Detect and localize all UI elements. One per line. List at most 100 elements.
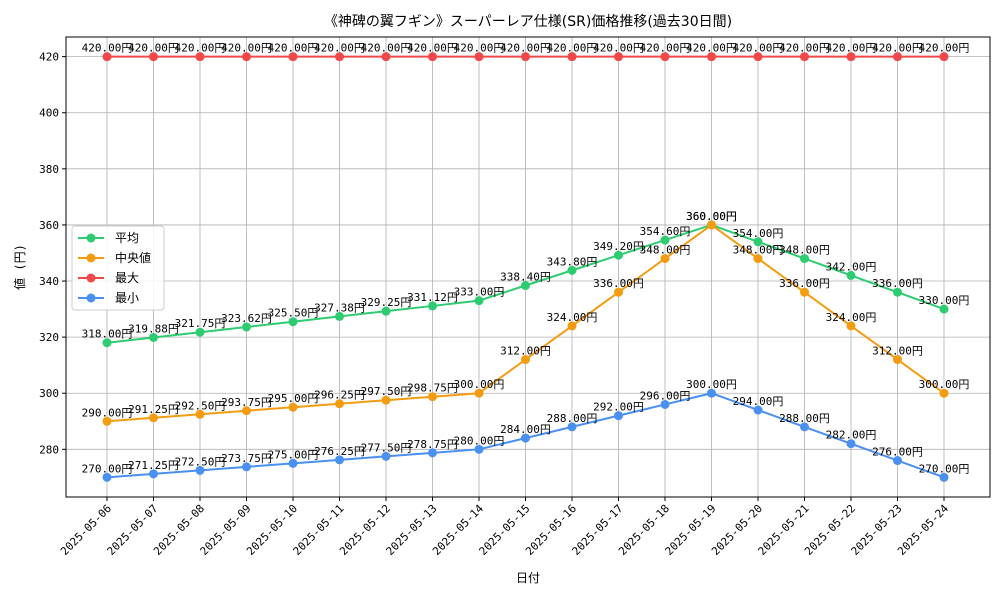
data-point (474, 52, 484, 62)
data-point (893, 456, 902, 466)
data-label: 323.62円 (221, 312, 272, 325)
data-label: 296.00円 (640, 389, 691, 402)
data-point (288, 317, 298, 327)
data-label: 298.75円 (407, 382, 458, 395)
data-label: 293.75円 (221, 396, 272, 409)
data-label: 333.00円 (454, 286, 505, 299)
data-point (288, 52, 298, 62)
data-point (567, 422, 577, 432)
legend-marker (86, 293, 96, 303)
data-point (428, 52, 437, 62)
data-label: 354.60円 (640, 225, 691, 238)
data-point (800, 52, 809, 62)
data-label: 420.00円 (872, 42, 923, 55)
data-label: 277.50円 (361, 441, 412, 454)
data-label: 420.00円 (547, 42, 598, 55)
data-label: 291.25円 (128, 403, 179, 416)
data-label: 420.00円 (82, 42, 133, 55)
data-label: 343.80円 (547, 255, 598, 268)
data-point (707, 52, 716, 62)
data-point (381, 306, 391, 316)
data-point (428, 392, 437, 402)
data-point (846, 52, 856, 62)
data-label: 312.00円 (500, 345, 551, 358)
data-point (753, 405, 763, 415)
data-label: 325.50円 (268, 307, 319, 320)
data-label: 420.00円 (314, 42, 365, 55)
data-point (614, 411, 623, 421)
data-point (753, 254, 763, 264)
data-label: 420.00円 (826, 42, 877, 55)
data-point (428, 301, 437, 311)
data-label: 420.00円 (128, 42, 179, 55)
data-point (893, 287, 902, 297)
y-tick-label: 380 (39, 163, 59, 176)
legend-marker (86, 233, 96, 243)
data-label: 420.00円 (221, 42, 272, 55)
data-label: 338.40円 (500, 271, 551, 284)
data-point (893, 355, 902, 365)
y-tick-label: 320 (39, 331, 59, 344)
legend-label: 最小 (115, 291, 139, 305)
data-point (707, 220, 716, 230)
data-label: 336.00円 (779, 277, 830, 290)
data-label: 330.00円 (919, 294, 970, 307)
data-point (149, 52, 158, 62)
data-label: 354.00円 (733, 227, 784, 240)
data-label: 290.00円 (82, 406, 133, 419)
data-label: 336.00円 (872, 277, 923, 290)
data-point (381, 451, 391, 461)
data-label: 312.00円 (872, 345, 923, 358)
data-point (660, 254, 670, 264)
legend-marker (86, 253, 96, 263)
data-point (939, 388, 949, 398)
y-tick-label: 340 (39, 275, 59, 288)
data-label: 272.50円 (175, 455, 226, 468)
data-label: 318.00円 (82, 328, 133, 341)
data-point (149, 413, 158, 423)
plot-frame (65, 36, 991, 498)
data-point (335, 52, 344, 62)
data-label: 321.75円 (175, 317, 226, 330)
data-label: 319.88円 (128, 322, 179, 335)
data-point (893, 52, 902, 62)
data-label: 342.00円 (826, 260, 877, 273)
data-point (939, 304, 949, 314)
data-point (102, 338, 112, 348)
data-label: 276.25円 (314, 445, 365, 458)
data-point (149, 469, 158, 479)
data-point (846, 321, 856, 331)
data-point (474, 388, 484, 398)
data-label: 275.00円 (268, 448, 319, 461)
data-point (288, 458, 298, 468)
data-point (846, 439, 856, 449)
data-label: 294.00円 (733, 395, 784, 408)
data-label: 420.00円 (640, 42, 691, 55)
y-axis-label: 値 (円) (12, 244, 27, 290)
data-label: 420.00円 (733, 42, 784, 55)
data-point (567, 52, 577, 62)
y-tick-label: 360 (39, 219, 59, 232)
data-label: 282.00円 (826, 429, 877, 442)
data-point (242, 52, 251, 62)
data-label: 300.00円 (454, 378, 505, 391)
legend-box (71, 225, 165, 311)
data-label: 280.00円 (454, 434, 505, 447)
data-point (195, 327, 205, 337)
legend-label: 平均 (115, 231, 139, 245)
data-point (149, 332, 158, 342)
data-point (288, 402, 298, 412)
data-point (521, 281, 530, 291)
data-label: 420.00円 (686, 42, 737, 55)
data-point (474, 296, 484, 306)
data-point (800, 287, 809, 297)
legend-label: 中央値 (115, 250, 151, 265)
data-point (474, 444, 484, 454)
data-label: 348.00円 (779, 244, 830, 257)
data-point (939, 52, 949, 62)
data-point (195, 465, 205, 475)
data-label: 336.00円 (593, 277, 644, 290)
data-label: 271.25円 (128, 459, 179, 472)
